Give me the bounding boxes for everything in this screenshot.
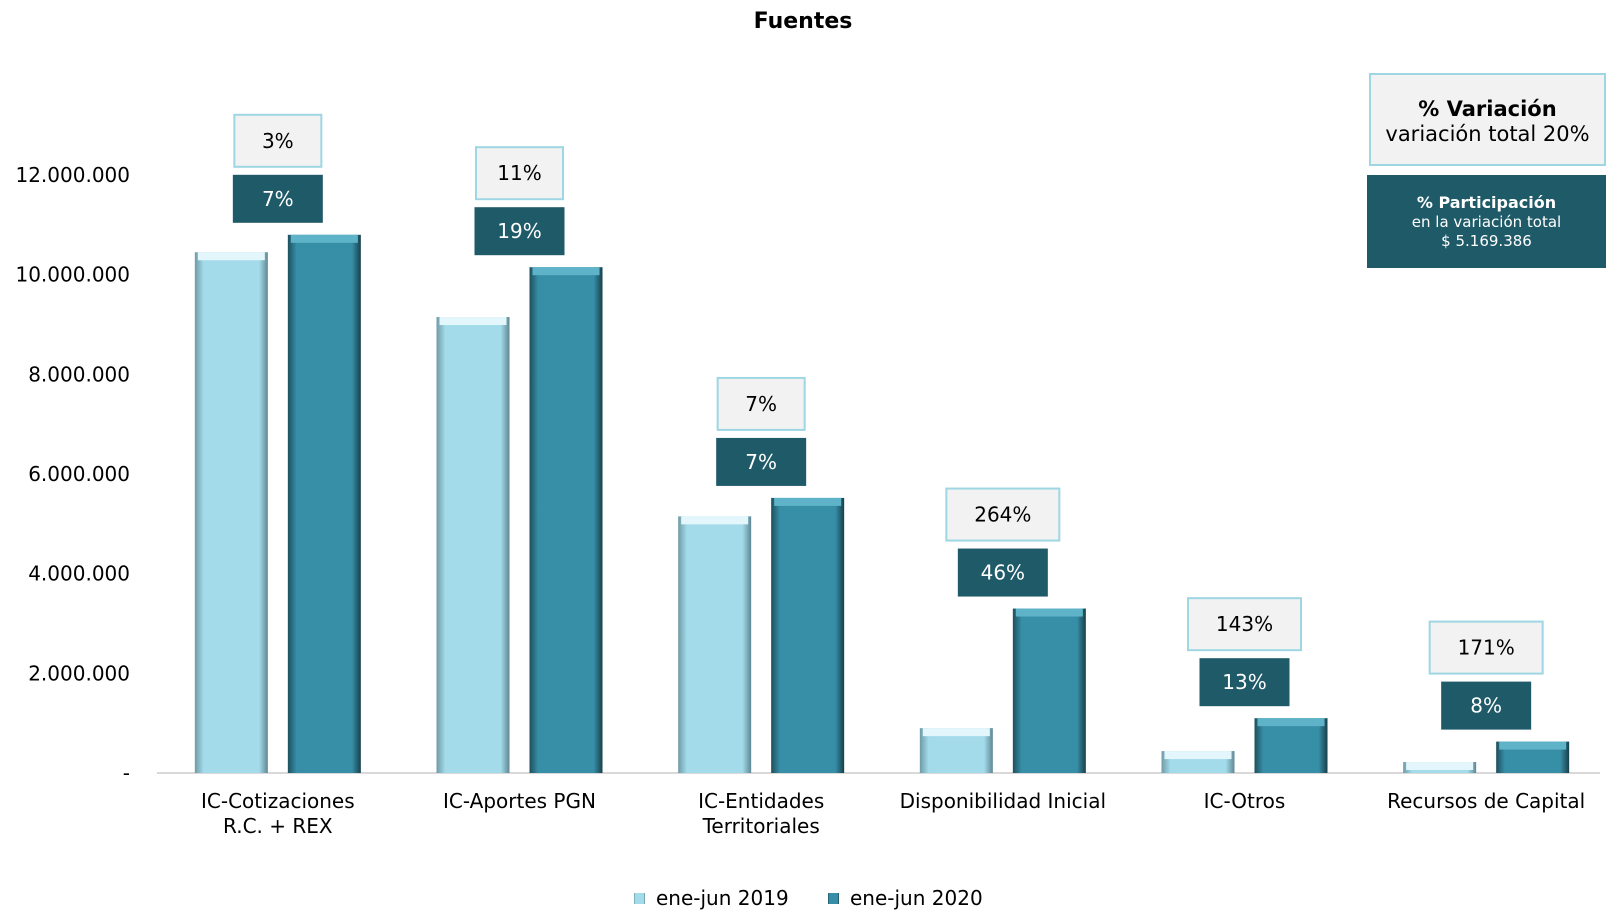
legend-label: ene-jun 2020 [850, 886, 983, 910]
variacion-label: 171% [1458, 636, 1515, 660]
category-label: R.C. + REX [223, 814, 333, 838]
variacion-label: 7% [745, 392, 777, 416]
participacion-label-box [1199, 658, 1290, 707]
legend-swatch-2019 [634, 893, 645, 904]
participacion-label-box [474, 207, 565, 256]
legend: ene-jun 2019 ene-jun 2020 [634, 886, 983, 910]
category-label: Disponibilidad Inicial [900, 789, 1106, 813]
bar-2020 [1012, 608, 1086, 773]
bar-cap [1406, 762, 1474, 771]
variacion-note-title: % Variación [1418, 97, 1557, 121]
y-axis: - 2.000.000 4.000.000 6.000.000 8.000.000 10.… [15, 163, 130, 785]
y-tick-label: 4.000.000 [28, 562, 130, 586]
participacion-note: % Participación en la variación total $ … [1367, 175, 1606, 268]
y-tick-label: 12.000.000 [15, 163, 130, 187]
participacion-label-box [957, 548, 1048, 597]
participacion-label-box [232, 174, 323, 223]
bar-cap [681, 516, 749, 525]
category-label: IC-Aportes PGN [443, 789, 596, 813]
y-tick-label: 2.000.000 [28, 661, 130, 685]
participacion-note-line2: $ 5.169.386 [1441, 232, 1532, 250]
variacion-label: 3% [262, 129, 294, 153]
bar-cap [1164, 751, 1232, 760]
participacion-label: 13% [1222, 670, 1266, 694]
chart-title: Fuentes [754, 9, 853, 34]
category-label: Recursos de Capital [1387, 789, 1585, 813]
bar-cap [197, 252, 265, 261]
bar-cap [532, 267, 600, 276]
bar-cap [1257, 718, 1325, 727]
participacion-label: 7% [262, 187, 294, 211]
bar-2020 [1254, 718, 1328, 773]
participacion-label: 46% [981, 561, 1025, 585]
variacion-label-box [945, 487, 1061, 542]
variacion-label: 143% [1216, 612, 1273, 636]
variacion-label-box [1187, 597, 1302, 652]
category-label: Territoriales [702, 814, 820, 838]
participacion-label: 8% [1470, 694, 1502, 718]
variacion-note-subtitle: variación total 20% [1385, 122, 1590, 146]
bar-2020 [771, 497, 845, 773]
bar-2020 [287, 234, 361, 774]
bar-cap [1499, 741, 1567, 750]
variacion-label-box [475, 146, 564, 201]
bar-2020 [529, 267, 603, 773]
participacion-label-box [716, 437, 807, 486]
bar-cap [774, 497, 842, 506]
variacion-note: % Variación variación total 20% [1369, 73, 1606, 166]
variacion-label-box [716, 376, 806, 431]
participacion-note-line1: en la variación total [1411, 213, 1562, 231]
participacion-label: 19% [497, 219, 541, 243]
bars [194, 234, 1570, 774]
legend-label: ene-jun 2019 [656, 886, 789, 910]
participacion-note-title: % Participación [1416, 193, 1557, 212]
category-label: IC-Otros [1204, 789, 1286, 813]
bar-cap [290, 234, 358, 243]
bar-2019 [194, 252, 268, 773]
participacion-label: 7% [745, 450, 777, 474]
bar-cap [922, 728, 990, 737]
bar-2019 [678, 516, 752, 773]
bar-cap [439, 317, 507, 326]
category-label: IC-Entidades [698, 789, 824, 813]
variacion-label: 11% [497, 161, 541, 185]
participacion-label-box [1441, 681, 1532, 730]
category-label: IC-Cotizaciones [201, 789, 355, 813]
bar-2019 [436, 317, 510, 773]
bar-cap [1015, 608, 1083, 617]
y-tick-label: - [123, 761, 130, 785]
data-labels: 7% 3% 19% 11% 7% 7% 46% 264% 13% 143% 8% 171% [232, 113, 1544, 730]
variacion-label-box [233, 113, 323, 168]
y-tick-label: 10.000.000 [15, 263, 130, 287]
y-tick-label: 6.000.000 [28, 462, 130, 486]
y-tick-label: 8.000.000 [28, 362, 130, 386]
variacion-label-box [1428, 620, 1544, 675]
legend-swatch-2020 [828, 893, 839, 904]
variacion-label: 264% [974, 503, 1031, 527]
